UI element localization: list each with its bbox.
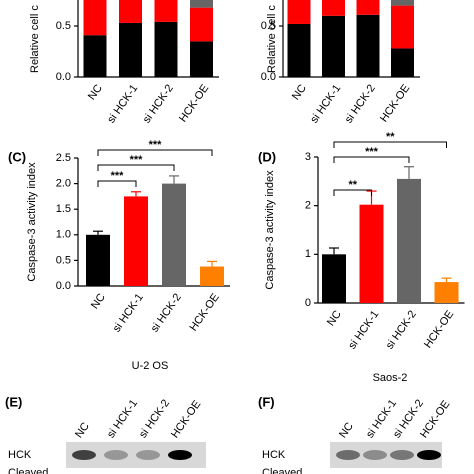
bar-segment bbox=[119, 0, 142, 23]
y-tick-label: 1 bbox=[305, 248, 311, 260]
x-tick-label: si HCK-2 bbox=[384, 309, 419, 352]
y-axis-title: Relative cell c bbox=[29, 5, 41, 73]
x-tick-label: si HCK-1 bbox=[346, 309, 381, 352]
bar bbox=[86, 234, 110, 286]
y-tick-label: 1.0 bbox=[56, 229, 71, 241]
y-tick-label: 0.0 bbox=[56, 280, 71, 292]
blot-band bbox=[104, 450, 128, 460]
x-tick-label: si HCK-2 bbox=[343, 83, 378, 126]
x-axis-title: Saos-2 bbox=[373, 372, 408, 384]
bar-segment bbox=[190, 41, 213, 77]
significance-label: ** bbox=[386, 131, 395, 143]
significance-bracket bbox=[97, 164, 175, 171]
bar-segment bbox=[356, 14, 380, 78]
significance-bracket bbox=[333, 156, 410, 163]
lane-label: NC bbox=[73, 420, 92, 440]
blot-band bbox=[417, 450, 441, 460]
y-tick-label: 0.5 bbox=[56, 20, 71, 32]
significance-label: ** bbox=[348, 179, 357, 191]
blot-band bbox=[363, 450, 387, 460]
bar-segment bbox=[322, 0, 345, 16]
x-tick-label: si HCK-1 bbox=[111, 292, 146, 335]
lane-label: HCK-OE bbox=[169, 398, 203, 440]
lane-label: NC bbox=[337, 420, 356, 440]
bar bbox=[434, 282, 459, 303]
blot-band bbox=[136, 450, 160, 460]
bar-segment bbox=[287, 0, 311, 24]
x-tick-label: NC bbox=[290, 82, 309, 102]
x-tick-label: HCK-OE bbox=[422, 309, 456, 351]
y-axis-title: Relative cell c bbox=[266, 5, 278, 73]
significance-label: *** bbox=[365, 146, 379, 158]
y-tick-label: 1.5 bbox=[56, 203, 71, 215]
bar-segment bbox=[391, 48, 414, 77]
y-tick-label: 0.0 bbox=[56, 71, 71, 83]
bar bbox=[397, 178, 421, 303]
blot-band bbox=[168, 450, 192, 460]
significance-bracket bbox=[97, 149, 213, 156]
bar-segment bbox=[83, 35, 107, 77]
bar bbox=[124, 196, 148, 286]
row-label: HCK bbox=[8, 449, 32, 461]
y-tick-label: 3 bbox=[305, 151, 311, 163]
row-label: HCK bbox=[262, 449, 286, 461]
bar bbox=[322, 254, 346, 303]
y-tick-label: 2.5 bbox=[56, 152, 71, 164]
bar-segment bbox=[83, 0, 107, 36]
y-tick-label: 0.0 bbox=[261, 71, 276, 83]
panel-label: (F) bbox=[258, 394, 275, 409]
y-axis-title: Caspase-3 activity index bbox=[26, 162, 38, 282]
bar-segment bbox=[190, 0, 213, 8]
x-tick-label: si HCK-2 bbox=[141, 83, 176, 126]
blot-band bbox=[72, 450, 96, 460]
x-tick-label: HCK-OE bbox=[378, 83, 412, 125]
y-tick-label: 0 bbox=[305, 297, 311, 309]
x-tick-label: si HCK-2 bbox=[149, 292, 184, 335]
significance-bracket bbox=[333, 189, 372, 196]
bar-segment bbox=[391, 5, 414, 49]
blot-band bbox=[390, 450, 414, 460]
panel-label: (E) bbox=[5, 394, 22, 409]
x-tick-label: NC bbox=[86, 82, 105, 102]
bar-segment bbox=[190, 7, 213, 42]
x-tick-label: si HCK-1 bbox=[308, 83, 343, 126]
row-label: Cleaved bbox=[262, 467, 302, 474]
bar-segment bbox=[119, 22, 142, 77]
y-axis-title: Caspase-3 activity index bbox=[264, 170, 276, 290]
bar bbox=[200, 266, 224, 286]
panel-label: (C) bbox=[8, 149, 26, 164]
x-tick-label: HCK-OE bbox=[177, 83, 211, 125]
significance-bracket bbox=[97, 180, 137, 187]
y-tick-label: 0.5 bbox=[261, 20, 276, 32]
bar-segment bbox=[356, 0, 380, 15]
x-tick-label: si HCK-1 bbox=[105, 83, 140, 126]
bar-segment bbox=[154, 21, 178, 78]
significance-label: *** bbox=[111, 170, 125, 182]
bar-segment bbox=[391, 0, 414, 6]
x-tick-label: HCK-OE bbox=[187, 292, 221, 334]
significance-bracket bbox=[333, 141, 447, 148]
y-tick-label: 2 bbox=[305, 200, 311, 212]
x-tick-label: NC bbox=[325, 308, 344, 328]
significance-label: *** bbox=[149, 139, 163, 151]
significance-label: *** bbox=[130, 154, 144, 166]
x-tick-label: NC bbox=[89, 291, 108, 311]
bar-segment bbox=[154, 0, 178, 22]
row-label: Cleaved bbox=[8, 467, 48, 474]
bar bbox=[359, 204, 384, 303]
bar bbox=[162, 183, 186, 286]
blot-band bbox=[336, 450, 360, 460]
y-tick-label: 2.0 bbox=[56, 178, 71, 190]
lane-label: si HCK-2 bbox=[137, 397, 172, 440]
panel-label: (D) bbox=[258, 149, 276, 164]
y-tick-label: 0.5 bbox=[56, 254, 71, 266]
lane-label: si HCK-1 bbox=[105, 397, 140, 440]
bar-segment bbox=[287, 23, 311, 77]
bar-segment bbox=[322, 15, 345, 78]
x-axis-title: U-2 OS bbox=[132, 360, 169, 372]
